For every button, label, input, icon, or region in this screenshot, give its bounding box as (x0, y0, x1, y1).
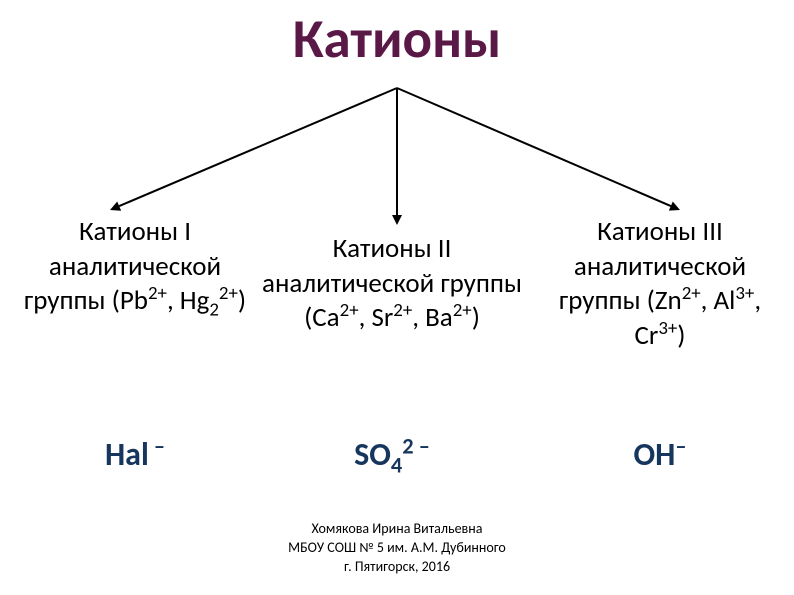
footer-line-3: г. Пятигорск, 2016 (0, 558, 794, 577)
footer-line-2: МБОУ СОШ № 5 им. А.М. Дубинного (0, 539, 794, 558)
footer-credits: Хомякова Ирина ВитальевнаМБОУ СОШ № 5 им… (0, 520, 794, 577)
reagent-r3: OH– (540, 435, 780, 474)
group-g1: Катионы I аналитической группы (Pb2+, Hg… (20, 215, 250, 319)
reagent-r1: Hal – (20, 435, 250, 474)
reagent-r2: SO42 – (262, 435, 522, 474)
arrow-line-1 (119, 88, 397, 206)
arrow-head-3 (669, 201, 680, 210)
group-g2: Катионы II аналитической группы (Ca2+, S… (262, 232, 522, 336)
diagram-title: Катионы (0, 5, 794, 72)
arrow-head-1 (110, 201, 121, 210)
group-g3: Катионы III аналитической группы (Zn2+, … (540, 215, 780, 353)
footer-line-1: Хомякова Ирина Витальевна (0, 520, 794, 539)
arrow-head-2 (392, 215, 402, 225)
arrow-line-3 (397, 88, 671, 206)
